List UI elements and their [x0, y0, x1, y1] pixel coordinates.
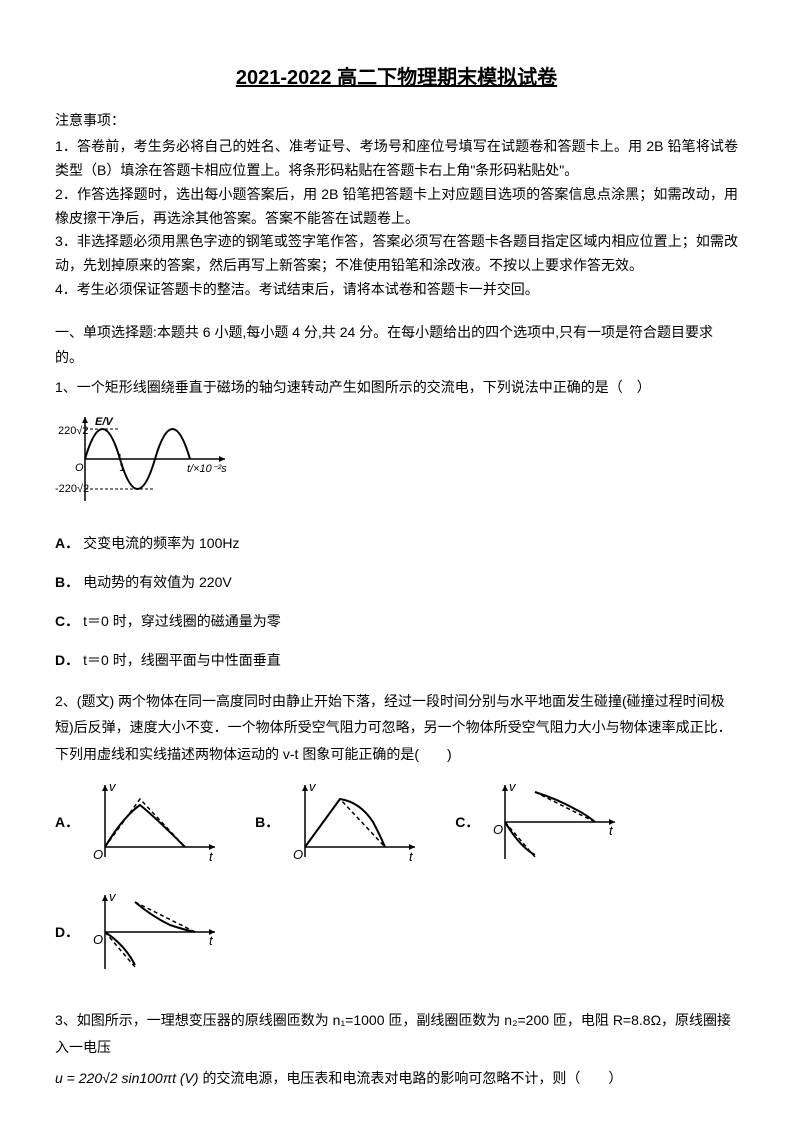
section-1-header: 一、单项选择题:本题共 6 小题,每小题 4 分,共 24 分。在每小题给出的四… [55, 320, 738, 370]
q2-graph-d: D． v t O [55, 887, 225, 977]
instruction-4: 4．考生必须保证答题卡的整洁。考试结束后，请将本试卷和答题卡一并交回。 [55, 278, 738, 302]
question-2-text: 2、(题文) 两个物体在同一高度同时由静止开始下落，经过一段时间分别与水平地面发… [55, 688, 738, 768]
question-1-text: 1、一个矩形线圈绕垂直于磁场的轴匀速转动产生如图所示的交流电，下列说法中正确的是… [55, 374, 738, 401]
q1-ymin-label: -220√2 [55, 483, 89, 495]
instruction-1: 1．答卷前，考生务必将自己的姓名、准考证号、考场号和座位号填写在试题卷和答题卡上… [55, 135, 738, 183]
question-3-formula-line: u = 220√2 sin100πt (V) 的交流电源，电压表和电流表对电路的… [55, 1065, 738, 1092]
instruction-3: 3．非选择题必须用黑色字迹的钢笔或签字笔作答，答案必须写在答题卡各题目指定区域内… [55, 230, 738, 278]
svg-text:v: v [309, 779, 317, 794]
svg-text:t: t [209, 849, 214, 864]
q1-option-d: D．t＝0 时，线圈平面与中性面垂直 [55, 648, 738, 673]
svg-text:O: O [493, 822, 503, 837]
instructions-header: 注意事项： [55, 108, 738, 133]
q1-option-c: C．t＝0 时，穿过线圈的磁通量为零 [55, 609, 738, 634]
q2-graphs-container: A． v t O B． v t O [55, 777, 738, 997]
q2-graph-a: A． v t O [55, 777, 225, 867]
svg-text:t: t [609, 823, 614, 838]
exam-title: 2021-2022 高二下物理期末模拟试卷 [55, 60, 738, 96]
instruction-2: 2．作答选择题时，选出每小题答案后，用 2B 铅笔把答题卡上对应题目选项的答案信… [55, 183, 738, 231]
q2-graph-c: C． v t O [455, 777, 625, 867]
svg-text:v: v [109, 779, 117, 794]
svg-text:O: O [93, 847, 103, 862]
svg-text:t: t [409, 849, 414, 864]
svg-text:v: v [509, 779, 517, 794]
q1-y-label: E/V [95, 416, 114, 428]
svg-text:O: O [293, 847, 303, 862]
svg-text:v: v [109, 889, 117, 904]
svg-text:O: O [93, 932, 103, 947]
q3-formula: u = 220√2 sin100πt (V) [55, 1070, 199, 1086]
q2-graph-b: B． v t O [255, 777, 425, 867]
q1-option-b: B．电动势的有效值为 220V [55, 570, 738, 595]
q1-origin-label: O [75, 462, 84, 474]
question-3-text-1: 3、如图所示，一理想变压器的原线圈匝数为 n₁=1000 匝，副线圈匝数为 n₂… [55, 1007, 738, 1060]
svg-text:t: t [209, 933, 214, 948]
q1-option-a: A．交变电流的频率为 100Hz [55, 531, 738, 556]
q1-ymax-label: 220√2 [58, 425, 89, 437]
question-3-text-2: 的交流电源，电压表和电流表对电路的影响可忽略不计，则（ ） [202, 1070, 622, 1086]
q1-x-label: t/×10⁻²s [187, 463, 227, 475]
q1-sine-graph: E/V t/×10⁻²s 220√2 -220√2 O 1 [55, 409, 738, 517]
